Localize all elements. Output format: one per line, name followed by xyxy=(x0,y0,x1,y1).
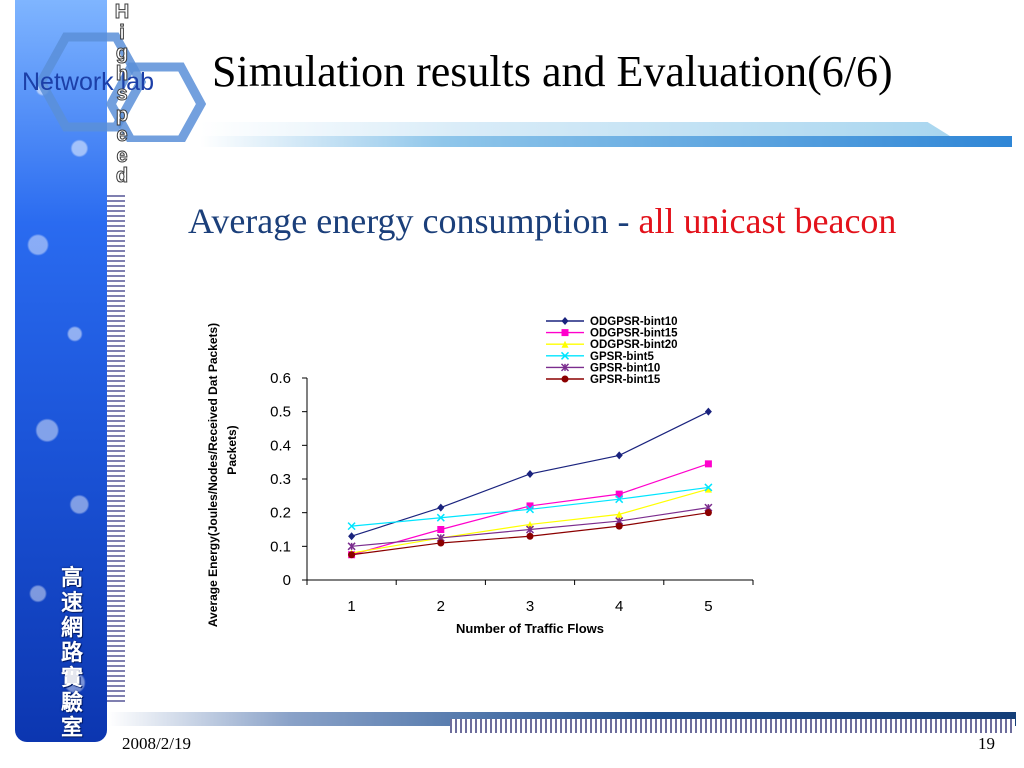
legend-label: ODGPSR-bint10 xyxy=(590,316,678,328)
y-tick-label: 0.5 xyxy=(270,404,291,421)
energy-line-chart: 0 0.1 0.2 0.3 0.4 0.5 0.6 1 2 3 4 5 Number of Traffi… xyxy=(206,316,754,636)
logo-hexagon-icon xyxy=(36,32,206,142)
page-number: 19 xyxy=(978,734,995,753)
x-axis-label: Number of Traffic Flows xyxy=(456,621,604,636)
data-point xyxy=(560,351,570,360)
x-tick-label: 2 xyxy=(437,598,445,615)
data-point xyxy=(525,525,535,534)
data-point xyxy=(615,495,624,504)
legend-label: GPSR-bint10 xyxy=(590,362,660,374)
footer-stripes xyxy=(450,719,1015,733)
page-title: Simulation results and Evaluation(6/6) xyxy=(212,47,893,96)
y-tick-label: 0.6 xyxy=(270,370,291,387)
logo-vertical-letter: e xyxy=(116,124,128,146)
x-tick-label: 4 xyxy=(615,598,623,615)
data-point xyxy=(437,503,445,512)
lab-name-vertical: 高速網路實驗室 xyxy=(56,566,88,741)
chart-subtitle: Average energy consumption - all unicast… xyxy=(188,200,896,242)
data-point xyxy=(615,490,623,498)
data-point xyxy=(704,483,713,492)
y-tick-label: 0.3 xyxy=(270,471,291,488)
x-tick-label: 1 xyxy=(347,598,355,615)
data-point xyxy=(347,522,356,531)
data-point xyxy=(437,539,445,547)
legend-label: GPSR-bint5 xyxy=(590,351,654,363)
data-point xyxy=(560,363,570,372)
logo-vertical-letter: H xyxy=(114,1,130,23)
y-tick-label: 0.2 xyxy=(270,505,291,522)
data-point xyxy=(347,542,356,551)
logo-text: Network lab xyxy=(22,68,154,96)
logo-vertical-letter: e xyxy=(116,144,128,167)
title-rule-dark xyxy=(200,136,1012,147)
lab-name-char: 網 xyxy=(60,615,83,641)
data-point xyxy=(526,532,534,540)
lab-name-char: 速 xyxy=(60,590,83,616)
data-point xyxy=(615,451,623,460)
data-point xyxy=(704,485,712,493)
data-point xyxy=(615,510,623,518)
logo-vertical-letter: h xyxy=(115,62,129,85)
data-point xyxy=(704,407,712,416)
data-point xyxy=(704,509,712,517)
subtitle-blue-part: Average energy consumption - xyxy=(188,201,639,241)
logo-vertical-letter: s xyxy=(116,83,128,105)
decorative-stripes xyxy=(107,195,125,705)
data-point xyxy=(704,460,712,468)
legend-label: ODGPSR-bint15 xyxy=(590,328,678,340)
x-tick-label: 3 xyxy=(526,598,534,615)
data-point xyxy=(436,513,445,522)
logo-vertical-letter: g xyxy=(115,42,129,64)
data-point xyxy=(525,505,535,514)
data-point xyxy=(561,317,569,325)
data-point xyxy=(348,532,356,541)
legend-label: GPSR-bint15 xyxy=(590,374,661,386)
title-rule-light xyxy=(200,122,950,136)
lab-name-char: 實 xyxy=(60,665,83,691)
y-axis-label-line2: Packets) xyxy=(225,425,239,474)
x-tick-label: 5 xyxy=(704,598,712,615)
lab-name-char: 高 xyxy=(60,565,83,591)
data-point xyxy=(437,526,445,533)
logo-vertical-letter: p xyxy=(115,103,129,126)
logo-vertical-letter: i xyxy=(119,21,126,44)
data-point xyxy=(561,375,569,383)
lab-name-char: 室 xyxy=(60,715,83,741)
subtitle-red-part: all unicast beacon xyxy=(638,201,897,241)
data-point xyxy=(348,551,356,559)
y-tick-label: 0 xyxy=(283,572,291,589)
data-point xyxy=(561,340,569,348)
y-tick-label: 0.4 xyxy=(270,437,291,454)
footer-date: 2008/2/19 xyxy=(122,734,191,753)
logo-vertical-letter: d xyxy=(115,165,129,187)
y-tick-label: 0.1 xyxy=(270,538,291,555)
data-point xyxy=(561,329,569,337)
data-point xyxy=(615,522,623,530)
lab-name-char: 驗 xyxy=(60,690,83,716)
data-point xyxy=(526,469,534,478)
lab-name-char: 路 xyxy=(60,640,83,666)
legend-label: ODGPSR-bint20 xyxy=(590,339,678,351)
data-point xyxy=(526,502,534,510)
y-axis-label: Average Energy(Joules/Nodes/Received Dat… xyxy=(206,323,220,627)
data-point xyxy=(526,520,534,528)
